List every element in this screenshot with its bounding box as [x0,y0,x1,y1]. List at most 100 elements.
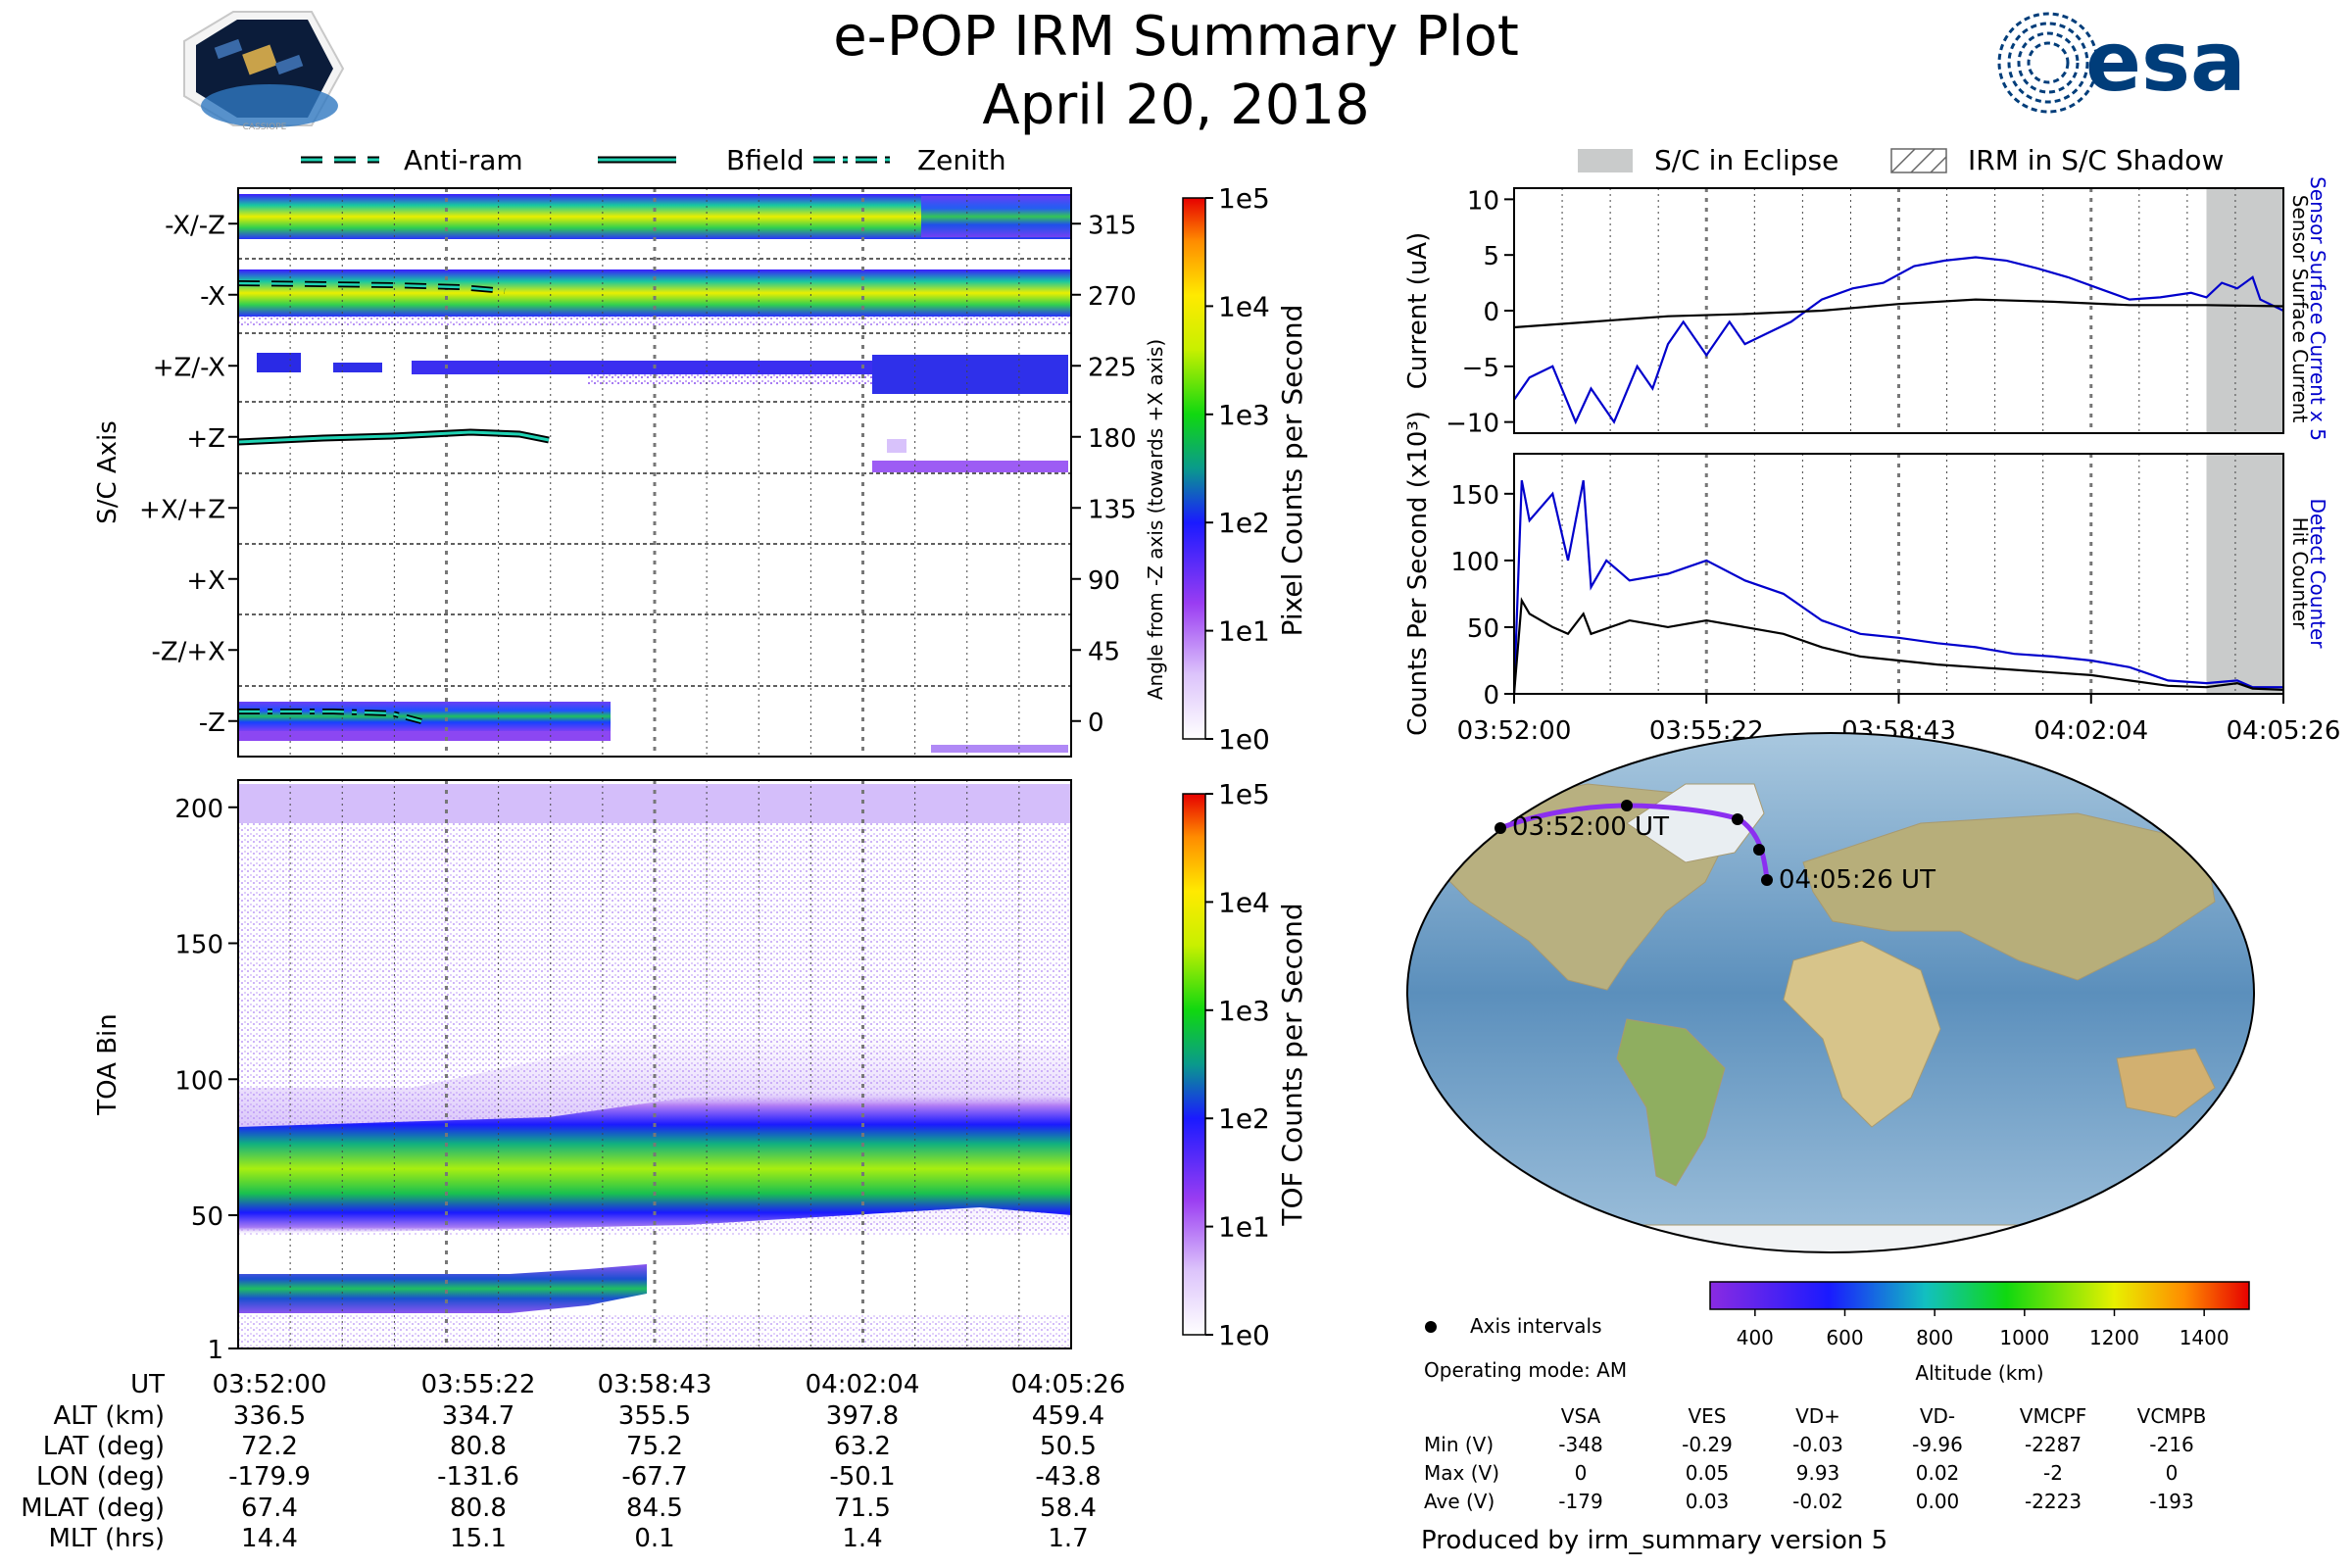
row-heat-z-late [872,461,1068,472]
voltage-cell: -0.29 [1682,1433,1733,1456]
esa-logo: esa [1997,12,2246,114]
voltage-row-label: Ave (V) [1424,1490,1494,1513]
current-right-label-black: Sensor Surface Current [2288,195,2312,423]
current-right-label-blue: Sensor Surface Current x 5 [2306,176,2329,441]
legend-shadow: IRM in S/C Shadow [1968,144,2224,176]
sc-row-label: -X/-Z [165,211,225,240]
colorbar-tick-label: 1e1 [1218,615,1270,648]
voltage-cell: 0 [2166,1461,2179,1485]
sc-row-label: -Z [199,709,225,738]
time-table-header: MLT (hrs) [49,1524,166,1553]
voltage-cell: -179 [1558,1490,1602,1513]
colorbar-tick-label: 1e0 [1218,1319,1270,1351]
altitude-colorbar-label: Altitude (km) [1915,1361,2043,1385]
axis-intervals-label: Axis intervals [1470,1314,1602,1338]
time-table-cell: -131.6 [437,1462,519,1492]
voltage-cell: -9.96 [1912,1433,1963,1456]
sc-row-label: -Z/+X [151,637,225,666]
time-table-cell: 58.4 [1040,1494,1097,1523]
sc-angle-label: 180 [1088,424,1137,454]
legend-zenith: Zenith [917,144,1006,176]
time-table-cell: 1.7 [1048,1524,1088,1553]
row-heat-z-dots [887,439,906,453]
ytick-label: 150 [1450,481,1499,511]
row-heat-x-z-late [921,196,1071,237]
time-table-cell: 63.2 [834,1432,891,1461]
africa [1783,940,1941,1128]
time-table-header: ALT (km) [53,1401,165,1431]
time-table-cell: 03:55:22 [421,1370,536,1399]
voltage-cell: 0.00 [1916,1490,1960,1513]
voltage-cell: -2 [2043,1461,2063,1485]
voltage-header: VCMPB [2137,1404,2207,1428]
row-heat-x-fringe [238,317,1071,326]
track-point-2 [1621,800,1633,811]
voltage-row-label: Min (V) [1424,1433,1494,1456]
colorbar-tick-label: 1e4 [1218,290,1270,322]
row-heat-minus-z-fringe [238,731,611,741]
colorbar-tick-label: 1e3 [1218,995,1270,1027]
colorbar-tick-label: 1e1 [1218,1211,1270,1244]
time-table-cell: 336.5 [233,1401,306,1431]
pixel-counts-colorbar: 1e5 1e4 1e3 1e2 1e1 1e0 Pixel Counts per Seco… [1182,182,1308,756]
pointing-legend: Anti-ram Bfield Zenith [301,144,1006,176]
ytick-label: 0 [1483,681,1499,710]
time-table-cell: 03:52:00 [213,1370,327,1399]
sc-angle-label: 135 [1088,495,1137,524]
legend-bfield: Bfield [726,144,805,176]
ytick-label: 50 [1467,614,1499,644]
row-heat-zx-e [872,355,1068,394]
current-eclipse-region [2206,188,2283,433]
sc-angle-label: 225 [1088,353,1137,382]
voltage-cell: -0.02 [1792,1490,1843,1513]
track-end-label: 04:05:26 UT [1779,865,1936,895]
sc-angle-label: 315 [1088,211,1137,240]
voltage-cell: -348 [1558,1433,1602,1456]
series-line [1513,256,2284,425]
time-table-cell: 04:02:04 [806,1370,920,1399]
time-table-cell: 67.4 [241,1494,298,1523]
toa-ytick-label: 1 [207,1336,223,1365]
sc-row-label: +Z/-X [153,353,225,382]
voltage-table: VSA VES VD+ VD- VMCPF VCMPB Min (V) -348 -0.29 -0… [1424,1404,2206,1513]
ytick-label: 0 [1483,298,1499,327]
voltage-row-label: Max (V) [1424,1461,1499,1485]
track-point-3 [1732,813,1743,825]
sc-row-label: +X [186,566,225,596]
anti-ram-line [237,280,506,294]
toa-ylabel: TOA Bin [93,1013,122,1115]
time-table-cell: 1.4 [842,1524,882,1553]
time-table-cell: -43.8 [1035,1462,1101,1492]
tof-colorbar-label: TOF Counts per Second [1276,903,1308,1226]
counts-eclipse-region [2206,454,2283,694]
sc-axis-ylabel: S/C Axis [93,420,122,524]
time-table-header: UT [130,1370,165,1399]
south-america [1616,1018,1726,1187]
sc-row-label: +Z [186,424,225,454]
colorbar-tick-label: 1e5 [1218,182,1270,215]
time-table-cell: 397.8 [826,1401,899,1431]
legend-anti-ram: Anti-ram [404,144,523,176]
time-table-header: LAT (deg) [43,1432,165,1461]
ytick-label: 5 [1483,242,1499,271]
time-table-cell: -50.1 [829,1462,895,1492]
xtick-label: 04:02:04 [2034,716,2148,746]
produced-by: Produced by irm_summary version 5 [1421,1526,1887,1555]
track-point-end [1761,874,1773,886]
toa-ytick-label: 150 [174,931,223,960]
bfield-line [237,428,550,446]
voltage-cell: -0.03 [1792,1433,1843,1456]
time-table-cell: 80.8 [450,1432,507,1461]
row-heat-zx-a [257,353,301,372]
voltage-header: VES [1688,1404,1726,1428]
legend-eclipse: S/C in Eclipse [1654,144,1838,176]
alt-tick-label: 600 [1826,1326,1863,1349]
zenith-line [238,709,422,724]
voltage-header: VMCPF [2020,1404,2086,1428]
time-table-cell: -179.9 [228,1462,311,1492]
voltage-header: VSA [1561,1404,1601,1428]
voltage-cell: 0 [1575,1461,1588,1485]
voltage-cell: -216 [2149,1433,2193,1456]
time-table-header: MLAT (deg) [21,1494,165,1523]
time-table-cell: 334.7 [442,1401,514,1431]
